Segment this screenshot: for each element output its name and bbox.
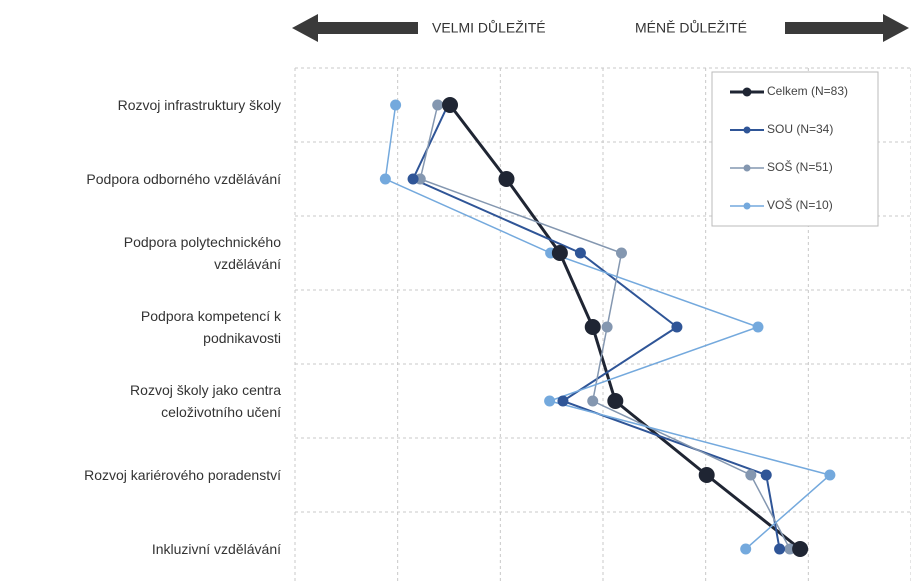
legend-marker: [743, 164, 751, 172]
plot-area: Celkem (N=83) SOU (N=34) SOŠ (N=51) VOŠ (N=…: [294, 67, 911, 584]
arrow-right: [785, 14, 909, 42]
category-label: Inkluzivní vzdělávání: [151, 541, 281, 557]
legend-label: Celkem (N=83): [767, 84, 848, 98]
point: [671, 321, 683, 333]
category-label: Podpora polytechnického vzdělávání: [123, 234, 281, 272]
category-label: Podpora kompetencí k podnikavosti: [140, 308, 281, 346]
point: [784, 543, 796, 555]
point: [432, 99, 444, 111]
point: [752, 321, 764, 333]
point: [574, 247, 586, 259]
point: [544, 395, 556, 407]
legend-label: SOU (N=34): [767, 122, 833, 136]
point: [442, 97, 459, 113]
category-label: Podpora odborného vzdělávání: [86, 171, 281, 187]
direction-label: MÉNĚ DŮLEŽITÉ: [635, 19, 747, 36]
point: [607, 393, 624, 409]
point: [498, 171, 515, 187]
point: [740, 543, 752, 555]
direction-label: VELMI DŮLEŽITÉ: [432, 19, 546, 36]
legend-label: VOŠ (N=10): [767, 197, 833, 212]
point: [792, 541, 809, 557]
point: [601, 321, 613, 333]
legend-marker: [743, 126, 751, 134]
legend-box: [711, 71, 879, 227]
category-label: Rozvoj školy jako centra celoživotního u…: [130, 382, 281, 420]
point: [587, 395, 599, 407]
category-label: Rozvoj infrastruktury školy: [117, 97, 281, 113]
point: [698, 467, 715, 483]
legend-marker: [743, 202, 751, 210]
point: [760, 469, 772, 481]
point: [584, 319, 601, 335]
legend-marker: [742, 87, 752, 97]
arrow-left: [292, 14, 418, 42]
legend-label: SOŠ (N=51): [767, 159, 833, 174]
point: [379, 173, 391, 185]
point: [407, 173, 419, 185]
point: [551, 245, 568, 261]
category-label: Rozvoj kariérového poradenství: [84, 467, 281, 483]
point: [774, 543, 786, 555]
point: [390, 99, 402, 111]
point: [824, 469, 836, 481]
point: [745, 469, 757, 481]
point: [557, 395, 569, 407]
point: [615, 247, 627, 259]
